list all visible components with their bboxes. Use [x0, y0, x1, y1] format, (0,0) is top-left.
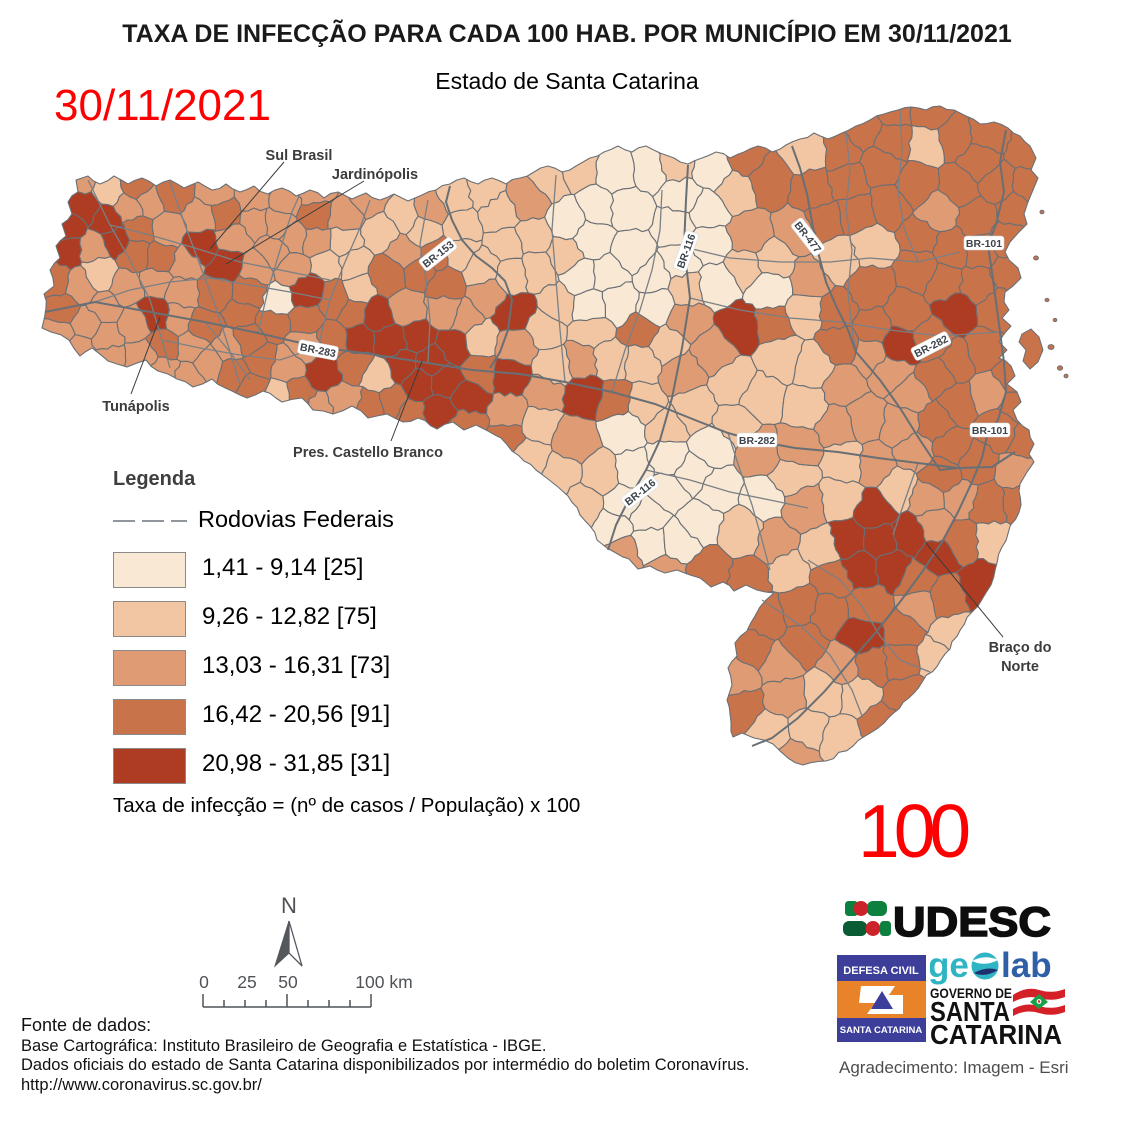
svg-text:ge: ge	[930, 948, 969, 985]
svg-text:UDESC: UDESC	[893, 898, 1051, 945]
svg-text:GOVERNO DE: GOVERNO DE	[930, 985, 1012, 1001]
svg-text:50: 50	[278, 972, 298, 992]
svg-text:BR-282: BR-282	[739, 435, 775, 447]
svg-text:N: N	[281, 893, 297, 918]
svg-text:lab: lab	[1001, 948, 1052, 985]
svg-text:Pres. Castello Branco: Pres. Castello Branco	[293, 445, 443, 461]
svg-text:0: 0	[199, 972, 209, 992]
svg-text:Norte: Norte	[1001, 659, 1039, 675]
svg-text:DEFESA CIVIL: DEFESA CIVIL	[843, 965, 919, 977]
svg-text:SANTA: SANTA	[930, 996, 1010, 1027]
svg-text:BR-101: BR-101	[972, 425, 1008, 437]
svg-text:CATARINA: CATARINA	[930, 1019, 1062, 1046]
svg-text:100 km: 100 km	[355, 972, 412, 992]
svg-text:Jardinópolis: Jardinópolis	[332, 167, 418, 183]
svg-text:Braço do: Braço do	[989, 640, 1052, 656]
svg-text:25: 25	[237, 972, 256, 992]
svg-text:Tunápolis: Tunápolis	[102, 399, 169, 415]
svg-text:SANTA CATARINA: SANTA CATARINA	[840, 1025, 923, 1036]
svg-text:BR-101: BR-101	[966, 238, 1002, 250]
svg-text:Sul Brasil: Sul Brasil	[266, 148, 333, 164]
